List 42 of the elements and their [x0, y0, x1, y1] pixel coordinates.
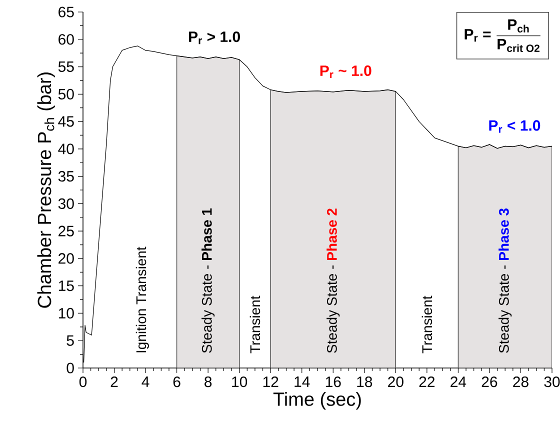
band-label: Steady State - Phase 2	[326, 208, 340, 353]
x-tick-label: 6	[173, 376, 180, 388]
x-tick-label: 14	[294, 376, 310, 387]
annotation: Transient	[250, 296, 260, 354]
y-tick-label: 25	[58, 226, 74, 236]
y-tick-label: 5	[66, 335, 74, 346]
y-tick-label: 30	[58, 198, 74, 209]
y-tick-label: 20	[58, 253, 74, 264]
annotation: $\text{P}_{\text{r}}\text{ = }\dfrac{\text{P}_{\text{ch}}}{\text{P}_{\text{crit O2}}}$	[464, 19, 540, 52]
y-tick-label: 0	[66, 362, 74, 374]
x-tick-label: 24	[450, 376, 466, 387]
x-tick-label: 0	[79, 376, 87, 388]
x-tick-label: 4	[142, 376, 150, 387]
y-tick-label: 65	[58, 6, 74, 18]
band-label: Steady State - Phase 1	[202, 208, 215, 353]
x-tick-label: 28	[513, 376, 528, 388]
y-tick-label: 50	[58, 88, 74, 100]
band-label: Steady State - Phase 3	[498, 208, 512, 353]
y-tick-label: 35	[58, 171, 74, 182]
annotation: P$_{r}$ > 1.0	[189, 31, 240, 44]
x-tick-label: 16	[326, 376, 341, 388]
x-tick-label: 8	[204, 376, 212, 388]
y-tick-label: 45	[58, 116, 74, 127]
x-tick-label: 12	[263, 376, 278, 387]
x-tick-label: 30	[544, 376, 560, 388]
y-tick-label: 40	[58, 144, 74, 154]
annotation: Transient	[422, 296, 432, 354]
x-tick-label: 18	[357, 376, 372, 388]
y-tick-label: 10	[58, 308, 74, 319]
y-tick-label: 60	[58, 34, 74, 45]
x-tick-label: 10	[232, 376, 248, 388]
annotation: Ignition Transient	[136, 246, 149, 352]
x-tick-label: 2	[110, 376, 118, 387]
y-tick-label: 15	[58, 280, 74, 292]
x-tick-label: 26	[482, 376, 498, 388]
y-axis-title: Chamber Pressure P$_{ch}$ (bar)	[37, 72, 55, 308]
annotation: P$_{r}$ < 1.0	[489, 120, 540, 133]
x-axis-title: Time (sec)	[273, 392, 361, 410]
y-tick-label: 55	[58, 62, 74, 72]
x-tick-label: 20	[388, 376, 404, 388]
annotation: P$_{r}$ ~ 1.0	[320, 65, 372, 78]
x-tick-label: 22	[419, 376, 435, 387]
